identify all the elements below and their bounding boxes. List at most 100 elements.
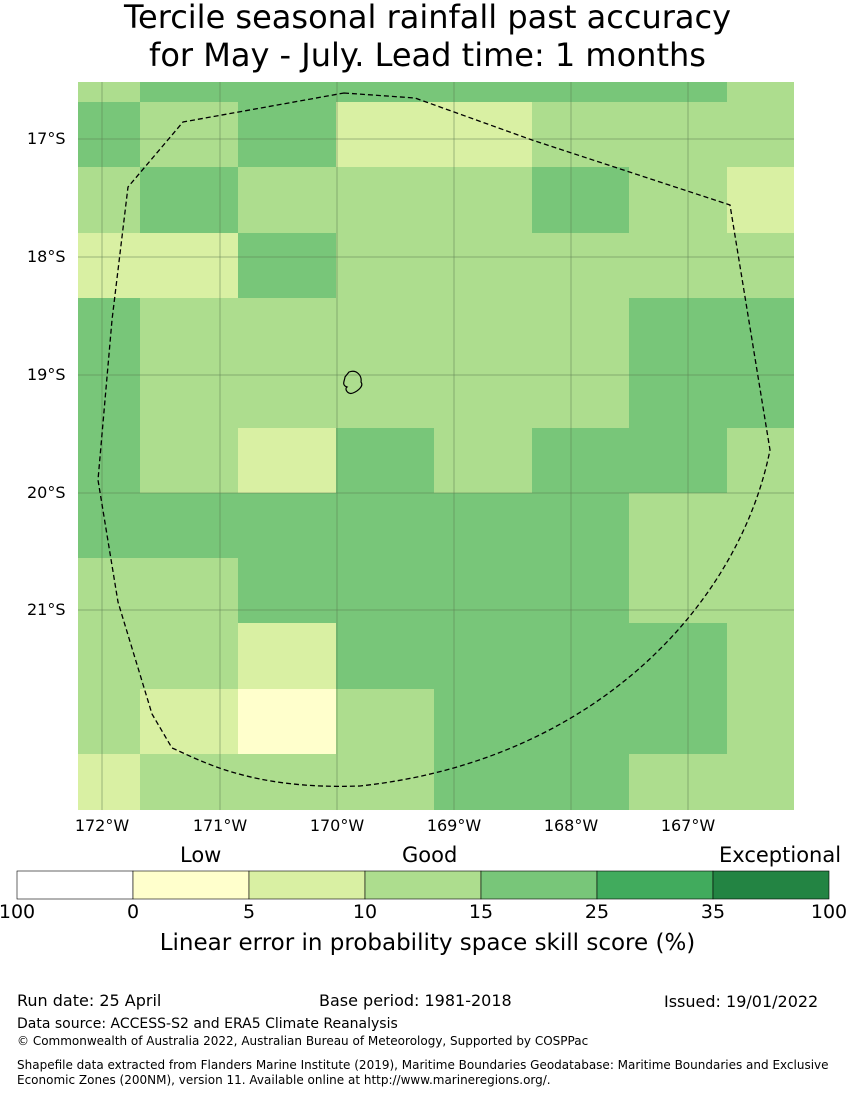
colorbar-tick: 5 <box>242 901 256 923</box>
grid-cell <box>727 558 794 623</box>
grid-cell <box>434 689 532 754</box>
grid-cell <box>238 558 336 623</box>
grid-cell <box>532 623 629 689</box>
grid-cell <box>140 558 238 623</box>
grid-cell <box>532 233 629 298</box>
grid-cell <box>434 428 532 493</box>
map-title-line2: for May - July. Lead time: 1 months <box>149 36 706 74</box>
colorbar-segment <box>248 870 366 900</box>
grid-cell <box>140 493 238 558</box>
grid-cell <box>238 754 336 810</box>
grid-cell <box>727 493 794 558</box>
grid-cell <box>434 82 532 102</box>
grid-cell <box>78 233 140 298</box>
grid-cell <box>727 754 794 810</box>
grid-cell <box>78 298 140 363</box>
colorbar-tick: 0 <box>126 901 140 923</box>
grid-cell <box>336 233 434 298</box>
grid-cell <box>532 428 629 493</box>
grid-cell <box>238 428 336 493</box>
grid-cell <box>434 558 532 623</box>
grid-cell <box>629 298 727 363</box>
grid-cell <box>238 298 336 363</box>
grid-cell <box>629 82 727 102</box>
colorbar <box>16 870 830 900</box>
grid-cell <box>434 363 532 428</box>
colorbar-tick: 100 <box>810 901 848 923</box>
lon-label: 171°W <box>192 816 248 835</box>
colorbar-title: Linear error in probability space skill … <box>159 930 696 956</box>
grid-cell <box>336 428 434 493</box>
grid-cell <box>140 298 238 363</box>
grid-cell <box>532 167 629 233</box>
grid-cell <box>140 102 238 167</box>
grid-cell <box>336 493 434 558</box>
skill-grid <box>78 82 794 810</box>
grid-cell <box>336 102 434 167</box>
run-date: Run date: 25 April <box>17 991 162 1010</box>
grid-cell <box>629 428 727 493</box>
base-period: Base period: 1981-2018 <box>319 991 512 1010</box>
colorbar-segment <box>364 870 482 900</box>
grid-cell <box>140 689 238 754</box>
grid-cell <box>727 167 794 233</box>
eez-boundary <box>97 92 771 788</box>
lat-label: 17°S <box>27 129 66 148</box>
grid-cell <box>78 623 140 689</box>
grid-cell <box>629 233 727 298</box>
lon-label: 168°W <box>543 816 599 835</box>
lon-label: 167°W <box>660 816 716 835</box>
grid-cell <box>238 233 336 298</box>
graticule <box>78 82 794 810</box>
legend-good-label: Good <box>402 843 458 867</box>
grid-cell <box>78 102 140 167</box>
grid-cell <box>78 428 140 493</box>
grid-cell <box>336 558 434 623</box>
grid-cell <box>532 82 629 102</box>
grid-cell <box>629 558 727 623</box>
grid-cell <box>238 82 336 102</box>
grid-cell <box>727 689 794 754</box>
island-outline <box>343 370 363 394</box>
grid-cell <box>629 363 727 428</box>
grid-cell <box>434 754 532 810</box>
grid-cell <box>629 167 727 233</box>
grid-cell <box>238 363 336 428</box>
grid-cell <box>532 754 629 810</box>
colorbar-segment <box>132 870 250 900</box>
grid-cell <box>434 233 532 298</box>
lat-label: 21°S <box>27 600 66 619</box>
grid-cell <box>140 363 238 428</box>
grid-cell <box>140 233 238 298</box>
grid-cell <box>629 623 727 689</box>
grid-cell <box>238 493 336 558</box>
colorbar-segment <box>712 870 830 900</box>
grid-cell <box>532 102 629 167</box>
grid-cell <box>336 623 434 689</box>
grid-cell <box>629 102 727 167</box>
grid-cell <box>629 493 727 558</box>
data-source: Data source: ACCESS-S2 and ERA5 Climate … <box>17 1016 398 1032</box>
lat-label: 18°S <box>27 247 66 266</box>
grid-cell <box>78 558 140 623</box>
grid-cell <box>434 298 532 363</box>
grid-cell <box>78 82 140 102</box>
legend-low-label: Low <box>180 843 222 867</box>
grid-cell <box>727 428 794 493</box>
grid-cell <box>238 102 336 167</box>
grid-cell <box>629 689 727 754</box>
grid-cell <box>336 363 434 428</box>
grid-cell <box>727 298 794 363</box>
lon-label: 170°W <box>309 816 365 835</box>
grid-cell <box>336 298 434 363</box>
lat-label: 19°S <box>27 365 66 384</box>
grid-cell <box>532 493 629 558</box>
grid-cell <box>434 167 532 233</box>
map-title-line1: Tercile seasonal rainfall past accuracy <box>123 0 732 36</box>
grid-cell <box>532 689 629 754</box>
legend-exceptional-label: Exceptional <box>719 843 842 867</box>
grid-cell <box>532 298 629 363</box>
grid-cell <box>336 754 434 810</box>
grid-cell <box>629 754 727 810</box>
grid-cell <box>434 493 532 558</box>
